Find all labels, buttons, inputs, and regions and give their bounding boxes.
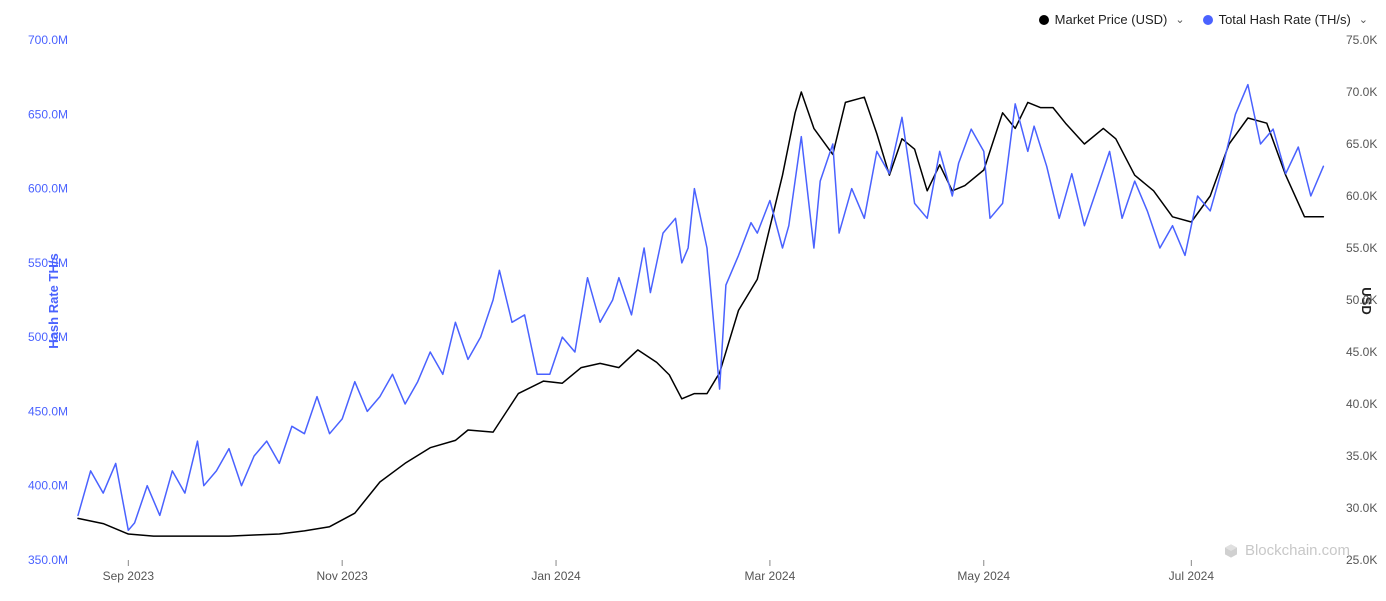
y-left-tick-label: 650.0M [28, 107, 68, 121]
y-left-tick-label: 350.0M [28, 553, 68, 567]
watermark: Blockchain.com [1223, 542, 1350, 559]
y-left-tick-label: 400.0M [28, 479, 68, 493]
chart-container: Market Price (USD) ⌄ Total Hash Rate (TH… [0, 0, 1386, 601]
y-right-tick-label: 70.0K [1346, 85, 1377, 99]
y-right-tick-label: 50.0K [1346, 293, 1377, 307]
y-right-tick-label: 65.0K [1346, 137, 1377, 151]
series-line [78, 92, 1323, 536]
y-left-tick-label: 600.0M [28, 182, 68, 196]
x-tick-label: Jul 2024 [1169, 569, 1215, 583]
y-right-tick-label: 40.0K [1346, 397, 1377, 411]
blockchain-logo-icon [1223, 543, 1239, 559]
x-tick-label: May 2024 [957, 569, 1010, 583]
watermark-text: Blockchain.com [1245, 542, 1350, 559]
series-line [78, 85, 1323, 531]
y-right-tick-label: 25.0K [1346, 553, 1377, 567]
x-tick-label: Jan 2024 [531, 569, 581, 583]
x-tick-label: Sep 2023 [103, 569, 155, 583]
y-left-tick-label: 500.0M [28, 330, 68, 344]
y-left-tick-label: 700.0M [28, 33, 68, 47]
y-right-tick-label: 45.0K [1346, 345, 1377, 359]
chart-svg: 350.0M 400.0M 450.0M 500.0M 550.0M 600.0M 650.… [0, 0, 1386, 601]
y-right-tick-label: 55.0K [1346, 241, 1377, 255]
y-right-tick-label: 75.0K [1346, 33, 1377, 47]
x-tick-label: Mar 2024 [745, 569, 796, 583]
y-left-tick-label: 550.0M [28, 256, 68, 270]
x-tick-label: Nov 2023 [316, 569, 368, 583]
y-left-tick-label: 450.0M [28, 404, 68, 418]
y-right-tick-label: 60.0K [1346, 189, 1377, 203]
y-right-tick-label: 30.0K [1346, 501, 1377, 515]
y-right-tick-label: 35.0K [1346, 449, 1377, 463]
